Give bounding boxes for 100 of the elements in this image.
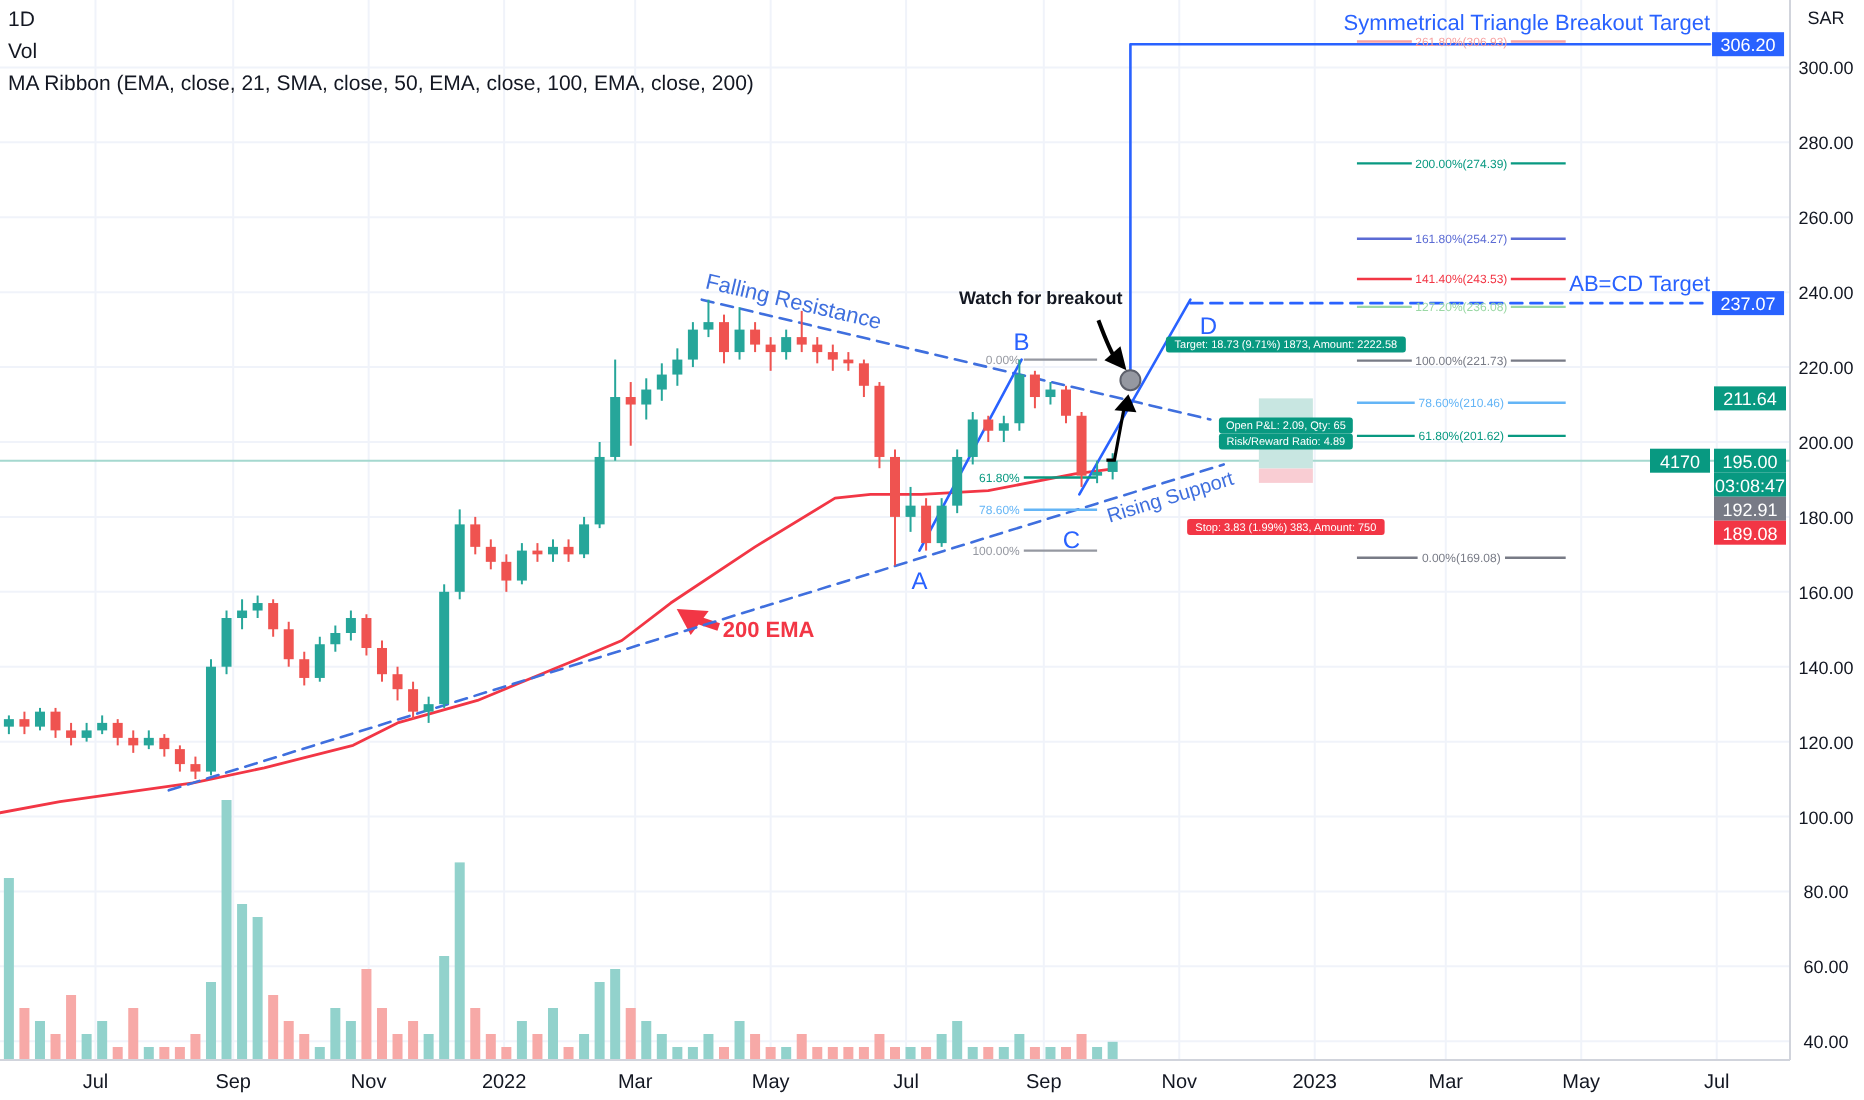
candlestick <box>237 598 248 631</box>
annotation: 4170 <box>1659 451 1701 472</box>
bar <box>268 995 279 1060</box>
bar <box>812 1047 823 1060</box>
x-tick-label: 2023 <box>1292 1072 1338 1094</box>
bar <box>485 1034 496 1060</box>
candlestick <box>656 362 667 402</box>
bar <box>610 969 621 1060</box>
candlestick <box>423 695 434 724</box>
annotation: Watch for breakout <box>959 288 1123 309</box>
annotation: 195.00 <box>1722 451 1778 472</box>
y-tick-label: 280.00 <box>1798 133 1854 154</box>
bar <box>719 1047 729 1060</box>
bar <box>874 1034 885 1060</box>
bar <box>143 1047 154 1060</box>
bar <box>843 1047 854 1060</box>
candlestick <box>97 714 108 736</box>
bar <box>1045 1047 1056 1060</box>
x-tick-label: Sep <box>1026 1072 1063 1094</box>
candlestick <box>1029 369 1040 410</box>
y-tick-label: 40.00 <box>1803 1032 1849 1053</box>
bar <box>66 995 77 1060</box>
bar <box>392 1034 403 1060</box>
candlestick <box>983 414 994 443</box>
candlestick <box>66 721 77 747</box>
y-tick-label: 300.00 <box>1798 58 1854 79</box>
bar <box>656 1034 667 1060</box>
bar <box>858 1047 869 1060</box>
candlestick <box>967 411 978 466</box>
y-tick-label: 140.00 <box>1798 657 1854 678</box>
bar <box>905 1047 916 1060</box>
bar <box>998 1047 1009 1060</box>
bar <box>1076 1034 1087 1060</box>
bar <box>112 1047 123 1060</box>
bar <box>952 1021 963 1060</box>
text: MA Ribbon (EMA, close, 21, SMA, close, 50, EMA, close, 100, EMA, close, 200) <box>8 72 754 96</box>
x-tick-label: Nov <box>350 1072 387 1094</box>
bar <box>221 800 232 1060</box>
candlestick <box>1092 459 1103 485</box>
y-tick-label: 200.00 <box>1798 432 1854 453</box>
bar <box>97 1021 108 1060</box>
bar <box>34 1021 45 1060</box>
candlestick <box>128 729 139 754</box>
bar <box>190 1034 201 1060</box>
candlestick <box>3 714 14 736</box>
candlestick <box>998 414 1009 443</box>
bar <box>827 1047 838 1060</box>
annotation: 237.07 <box>1720 294 1776 315</box>
chart-title: Vol <box>8 40 38 64</box>
candlestick <box>376 639 387 683</box>
bar <box>283 1021 294 1060</box>
bar <box>361 969 372 1060</box>
candlestick <box>159 733 170 758</box>
candlestick <box>905 485 916 533</box>
candlestick <box>1045 381 1056 406</box>
annotation: D <box>1199 311 1218 340</box>
bar <box>330 1008 341 1060</box>
bar <box>439 956 450 1060</box>
candlestick <box>781 328 792 361</box>
x-tick-label: Jul <box>82 1072 109 1094</box>
candlestick <box>81 721 92 743</box>
bar <box>563 1047 574 1060</box>
legend-label: 200 EMA <box>722 619 815 644</box>
bar <box>345 1021 356 1060</box>
bar <box>501 1047 512 1060</box>
x-tick-label: Nov <box>1161 1072 1198 1094</box>
bar <box>890 1047 900 1060</box>
candlestick <box>392 665 403 702</box>
bar <box>1061 1047 1072 1060</box>
bar <box>672 1047 683 1060</box>
bar <box>1029 1047 1040 1060</box>
annotation: B <box>1013 327 1030 356</box>
bar <box>687 1047 698 1060</box>
candlestick <box>299 650 310 687</box>
x-tick-label: 2022 <box>481 1072 528 1094</box>
bar <box>470 1008 481 1060</box>
candlestick <box>719 313 729 365</box>
x-tick-label: May <box>751 1072 790 1094</box>
y-tick-label: 160.00 <box>1798 582 1854 603</box>
candlestick <box>345 609 356 642</box>
bar <box>750 1034 761 1060</box>
candlestick <box>1107 452 1118 481</box>
candlestick <box>516 542 527 586</box>
annotation: 306.20 <box>1720 35 1776 56</box>
bar <box>532 1034 543 1060</box>
bar <box>781 1047 792 1060</box>
bar <box>765 1047 776 1060</box>
y-tick-label: 60.00 <box>1803 957 1849 978</box>
bar <box>1014 1034 1025 1060</box>
candlestick <box>672 347 683 387</box>
candlestick <box>641 377 652 421</box>
candlestick <box>314 635 325 683</box>
y-tick-label: 180.00 <box>1798 507 1854 528</box>
series-label: Symmetrical Triangle Breakout Target <box>1343 12 1711 37</box>
bar <box>547 1008 558 1060</box>
candlestick <box>858 358 869 399</box>
candlestick <box>750 321 761 354</box>
candlestick <box>625 381 636 447</box>
candlestick <box>50 706 61 739</box>
bar <box>625 1008 636 1060</box>
